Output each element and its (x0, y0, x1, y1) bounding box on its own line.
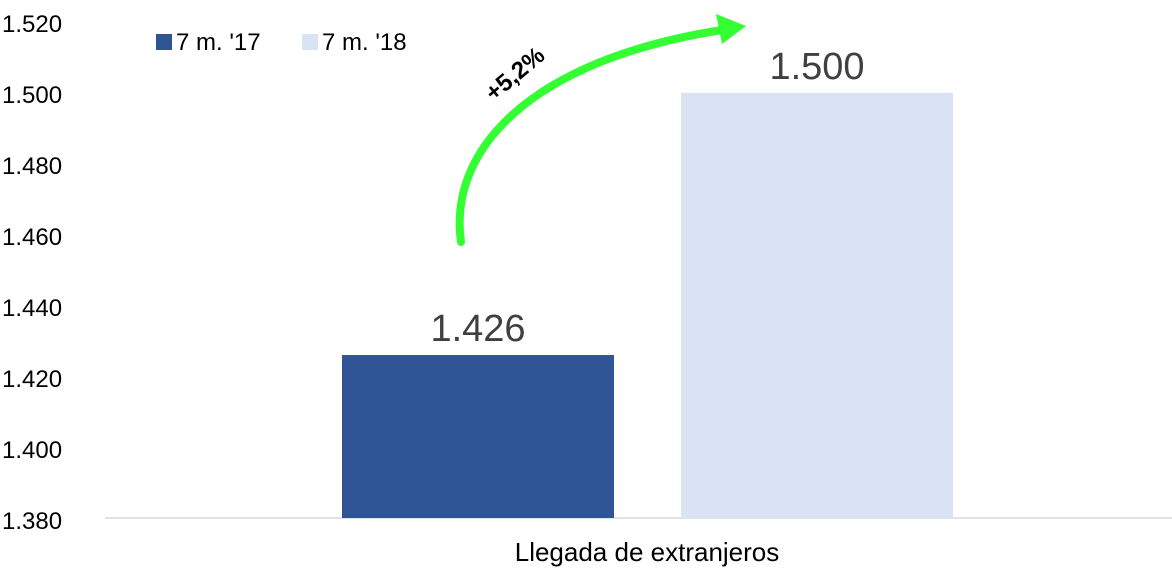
y-tick-label: 1.480 (2, 153, 62, 180)
y-tick-label: 1.520 (2, 11, 62, 38)
y-tick-label: 1.460 (2, 224, 62, 251)
data-label-2018: 1.500 (769, 46, 864, 88)
legend-swatch-2017 (156, 34, 172, 50)
y-tick-label: 1.380 (2, 508, 62, 535)
growth-arrow-head (716, 14, 746, 44)
y-tick-label: 1.420 (2, 366, 62, 393)
legend-label-2017: 7 m. '17 (176, 29, 261, 56)
legend-swatch-2018 (302, 34, 318, 50)
y-tick-label: 1.500 (2, 82, 62, 109)
legend-label-2018: 7 m. '18 (322, 29, 407, 56)
y-tick-label: 1.400 (2, 437, 62, 464)
y-tick-label: 1.440 (2, 295, 62, 322)
bar-2017 (342, 355, 614, 518)
data-label-2017: 1.426 (430, 308, 525, 350)
legend: 7 m. '17 7 m. '18 (156, 29, 407, 56)
category-label: Llegada de extranjeros (515, 537, 780, 567)
bar-2018 (681, 92, 953, 518)
y-axis: 1.380 1.400 1.420 1.440 1.460 1.480 1.50… (2, 11, 62, 535)
growth-arrow-curve (455, 26, 726, 246)
